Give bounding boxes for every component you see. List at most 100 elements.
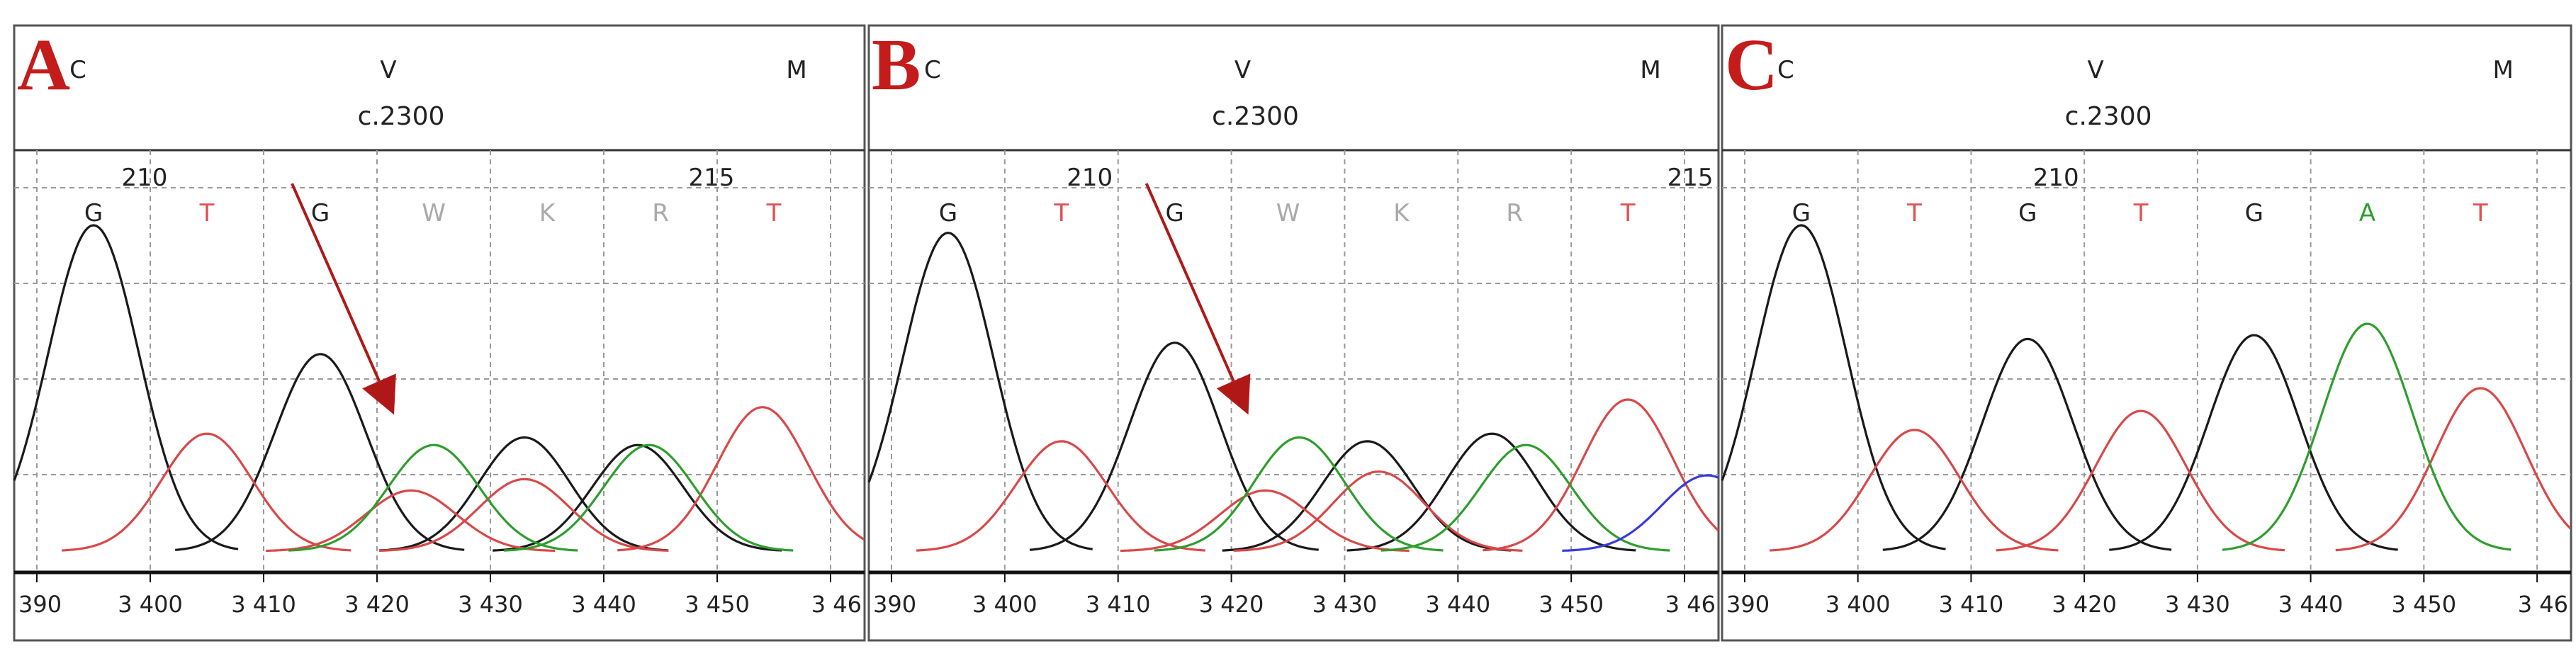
x-tick-label: 390 [18,591,62,618]
panel-a: C V Mc.2300 A 210 215 G T G W K R T 390 3 400 3 410 3 42… [13,24,866,642]
codon-label: C [69,56,86,84]
codon-label: M [786,56,806,84]
position-label: c.2300 [2065,102,2152,131]
base-call: T [1053,199,1069,227]
trace-peak-a [504,443,794,552]
trace-peak-t [266,489,556,553]
annotation-arrow-shaft [291,183,381,382]
trace-peak-a [288,443,578,552]
position-label: c.2300 [1212,102,1299,131]
trace-peak-g [175,353,465,551]
panel-c: C V Mc.2300 C 210 G T G T G A T 390 3 400 3 410 3 420 3 … [1721,24,2572,642]
base-call: T [2473,199,2488,227]
base-call: T [766,199,782,227]
base-call: G [311,199,330,227]
trace-peak-g [1222,440,1512,552]
panel-letter: A [17,24,70,106]
position-label: c.2300 [358,102,445,131]
trace-peak-g [1029,341,1319,551]
x-tick-label: 3 440 [1426,591,1491,618]
trace-peak-t [1770,429,2059,552]
base-call: K [1393,199,1410,227]
x-tick-label: 3 400 [972,591,1037,618]
codon-label: V [2087,56,2103,84]
base-call: G [84,199,103,227]
annotation-arrow-head [1216,373,1251,415]
base-call: G [2018,199,2037,227]
trace-peak-c [1562,474,1719,552]
trace-peak-g [379,436,669,552]
x-tick-label: 3 46 [1665,591,1716,618]
codon-label: M [2492,56,2513,84]
x-tick-label: 3 46 [2518,591,2568,618]
trace-peak-a [1380,443,1670,552]
codon-label: C [924,56,941,84]
base-call: T [199,199,215,227]
trace-peak-t [379,477,669,552]
annotation-arrow-shaft [1144,183,1235,382]
base-number: 210 [122,164,168,192]
base-call: G [939,199,957,227]
codon-label: M [1640,56,1660,84]
x-tick-label: 3 420 [344,591,410,618]
panel-letter: B [872,24,921,106]
base-number: 210 [1067,164,1113,192]
trace-peak-g [13,224,239,550]
base-number: 210 [2033,164,2079,192]
base-call: R [652,199,669,227]
base-call: T [1906,199,1922,227]
x-tick-label: 3 430 [458,591,523,618]
x-tick-label: 3 410 [231,591,296,618]
x-tick-label: 390 [1726,591,1770,618]
trace-peak-t [617,406,865,552]
base-number: 215 [689,164,735,192]
trace-peak-t [1120,489,1410,553]
x-tick-label: 3 410 [1086,591,1151,618]
codon-label: V [380,56,396,84]
trace-peak-t [916,440,1205,552]
trace-peak-t [1233,470,1523,552]
x-tick-label: 3 430 [1312,591,1378,618]
base-call: G [2245,199,2263,227]
x-tick-label: 390 [873,591,916,618]
x-tick-label: 3 450 [2392,591,2457,618]
base-call: R [1506,199,1523,227]
base-call: W [422,199,446,227]
x-tick-label: 3 410 [1939,591,2004,618]
x-tick-label: 3 440 [2278,591,2344,618]
base-call: T [2133,199,2149,227]
x-tick-label: 3 450 [1539,591,1604,618]
trace-peak-g [867,231,1093,550]
panels: C V Mc.2300 A 210 215 G T G W K R T 390 3 400 3 410 3 42… [13,24,2572,642]
base-call: K [539,199,556,227]
base-call: A [2359,199,2375,227]
x-tick-label: 3 400 [1826,591,1891,618]
panel-letter: C [1725,24,1778,106]
trace-peak-a [2222,322,2512,551]
x-tick-label: 3 450 [685,591,750,618]
trace-peak-t [1483,398,1719,552]
x-tick-label: 3 440 [571,591,636,618]
x-tick-label: 3 46 [811,591,862,618]
codon-label: C [1777,56,1794,84]
panel-b: C V Mc.2300 B 210 215 G T G W K R T 390 3 400 3 410 3 42… [867,24,1720,642]
trace-peak-g [493,443,782,552]
x-tick-label: 3 430 [2165,591,2230,618]
x-tick-label: 3 420 [2052,591,2117,618]
base-number: 215 [1667,164,1714,192]
trace-peak-t [62,432,351,552]
trace-peak-g [1882,337,2172,551]
codon-label: V [1234,56,1251,84]
base-call: W [1276,199,1300,227]
trace-peak-a [1154,436,1444,552]
annotation-arrow-head [362,373,396,415]
base-call: G [1792,199,1811,227]
trace-peak-g [2109,334,2398,551]
trace-peak-g [1721,224,1946,550]
base-call: T [1620,199,1636,227]
x-tick-label: 3 420 [1199,591,1264,618]
base-call: G [1165,199,1183,227]
trace-peak-t [2335,387,2572,552]
trace-peak-t [1996,409,2285,552]
